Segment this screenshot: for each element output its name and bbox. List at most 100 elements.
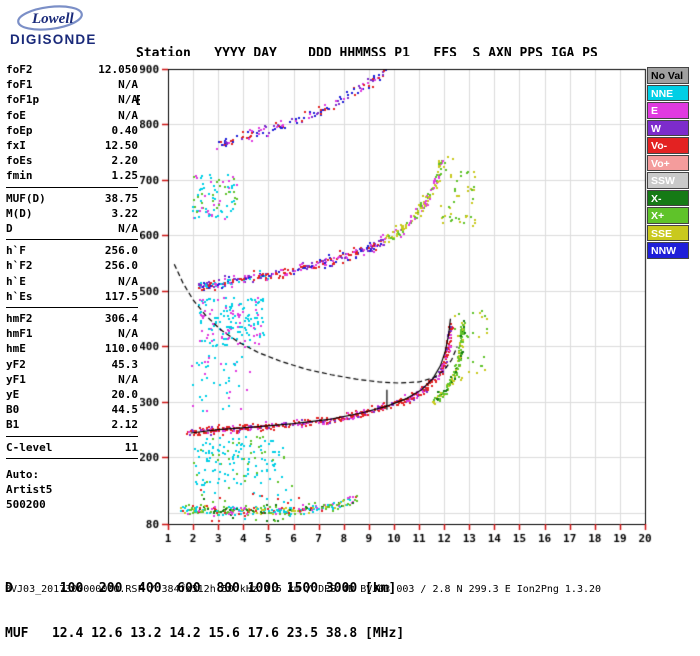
param-value: 12.50: [104, 139, 138, 153]
legend-item-w: W: [647, 119, 689, 136]
param-row-fof2: foF2 12.050: [6, 62, 138, 77]
param-row-hmf1: hmF1 N/A: [6, 326, 138, 341]
param-label: yF1: [6, 372, 26, 386]
param-value: 0.40: [111, 123, 139, 137]
muf-table: D 100 200 400 600 800 1000 1500 3000 [km…: [5, 551, 404, 656]
param-row-b0: B0 44.5: [6, 402, 138, 417]
autoscaling-line: Artist5: [6, 483, 53, 497]
ionogram-plot: [140, 56, 654, 548]
param-row-md: M(D) 3.22: [6, 206, 138, 221]
legend-item-vo-: Vo-: [647, 137, 689, 154]
param-value: 12.050: [98, 63, 138, 76]
param-label: yF2: [6, 357, 26, 371]
param-value: 2.20: [111, 154, 139, 168]
file-info-footer: BVJ03_2017300000000.RSF / 384fx512h 50 k…: [5, 584, 602, 595]
param-row-ye: yE 20.0: [6, 387, 138, 402]
param-row-hmf2: hmF2 306.4: [6, 311, 138, 326]
param-row-foes: foEs 2.20: [6, 153, 138, 168]
param-value: 110.0: [104, 342, 138, 356]
param-group-separator: [6, 457, 138, 459]
param-value: 306.4: [104, 312, 138, 326]
param-label: foF2: [6, 63, 33, 76]
param-row-hme: hmE 110.0: [6, 341, 138, 356]
param-value: 2.12: [111, 418, 139, 432]
param-group-separator: [6, 435, 138, 437]
param-label: fmin: [6, 169, 33, 183]
param-value: 256.0: [104, 259, 138, 273]
legend-item-e: E: [647, 102, 689, 119]
param-value: 117.5: [104, 289, 138, 303]
param-label: h`E: [6, 274, 26, 288]
d-row: D 100 200 400 600 800 1000 1500 3000 [km…: [5, 581, 397, 596]
param-value: 256.0: [104, 244, 138, 258]
param-label: B0: [6, 403, 20, 417]
param-label: C-level: [6, 440, 53, 454]
param-row-fof1p: foF1p N/A: [6, 92, 138, 107]
legend-item-vo+: Vo+: [647, 154, 689, 171]
param-value: N/A: [118, 93, 138, 107]
param-label: fxI: [6, 139, 26, 153]
param-value: N/A: [118, 372, 138, 386]
param-row-clevel: C-level 11: [6, 440, 138, 455]
param-label: h`Es: [6, 289, 33, 303]
legend-item-noval: No Val: [647, 67, 689, 84]
param-label: D: [6, 222, 13, 236]
param-row-foe: foE N/A: [6, 108, 138, 123]
param-label: M(D): [6, 206, 33, 220]
logo-text-digisonde: DIGISONDE: [10, 32, 97, 47]
param-value: 11: [124, 440, 138, 454]
param-row-fxi: fxI 12.50: [6, 138, 138, 153]
param-label: foEs: [6, 154, 33, 168]
param-label: B1: [6, 418, 20, 432]
param-label: hmE: [6, 342, 26, 356]
param-value: 44.5: [111, 403, 139, 417]
legend-item-nnw: NNW: [647, 242, 689, 259]
param-value: N/A: [118, 274, 138, 288]
param-value: N/A: [118, 108, 138, 122]
param-row-mufd: MUF(D) 38.75: [6, 191, 138, 206]
param-label: h`F2: [6, 259, 33, 273]
param-label: foF1: [6, 78, 33, 92]
legend-item-sse: SSE: [647, 224, 689, 241]
param-value: N/A: [118, 78, 138, 92]
legend-item-ssw: SSW: [647, 172, 689, 189]
param-row-d: D N/A: [6, 221, 138, 236]
param-value: 20.0: [111, 388, 139, 402]
legend: No Val NNE E W Vo- Vo+ SSW X- X+ SSE NNW: [647, 67, 689, 260]
param-label: h`F: [6, 244, 26, 258]
param-label: hmF2: [6, 312, 33, 326]
lowell-digisonde-logo: Lowell DIGISONDE: [8, 4, 130, 54]
legend-item-x+: X+: [647, 207, 689, 224]
legend-item-nne: NNE: [647, 84, 689, 101]
param-value: 45.3: [111, 357, 139, 371]
param-row-fmin: fmin 1.25: [6, 168, 138, 183]
autoscaling-line: Auto:: [6, 467, 40, 481]
param-row-yf2: yF2 45.3: [6, 357, 138, 372]
param-value: 1.25: [111, 169, 139, 183]
param-value: N/A: [118, 222, 138, 236]
param-panel: foF2 12.050 foF1 N/A foF1p N/A foE N/A foEp 0.40 f…: [6, 62, 138, 512]
param-label: MUF(D): [6, 191, 46, 205]
param-label: yE: [6, 388, 20, 402]
param-label: foF1p: [6, 93, 40, 107]
legend-item-x-: X-: [647, 189, 689, 206]
param-group-separator: [6, 307, 138, 309]
muf-row: MUF 12.4 12.6 13.2 14.2 15.6 17.6 23.5 3…: [5, 626, 405, 641]
param-row-fof1: foF1 N/A: [6, 77, 138, 92]
autoscaling-info: Auto: Artist5 500200: [6, 467, 138, 513]
param-group-separator: [6, 239, 138, 241]
param-row-b1: B1 2.12: [6, 417, 138, 432]
param-group-separator: [6, 186, 138, 188]
param-row-foep: foEp 0.40: [6, 123, 138, 138]
autoscaling-line: 500200: [6, 498, 46, 512]
param-value: 38.75: [104, 191, 138, 205]
logo-text-lowell: Lowell: [31, 11, 74, 27]
param-label: hmF1: [6, 327, 33, 341]
param-value: 3.22: [111, 206, 139, 220]
logo-swoosh: Lowell DIGISONDE: [10, 5, 97, 47]
param-label: foE: [6, 108, 26, 122]
param-row-hf2: h`F2 256.0: [6, 258, 138, 273]
param-row-he: h`E N/A: [6, 274, 138, 289]
param-value: N/A: [118, 327, 138, 341]
param-row-hf: h`F 256.0: [6, 243, 138, 258]
